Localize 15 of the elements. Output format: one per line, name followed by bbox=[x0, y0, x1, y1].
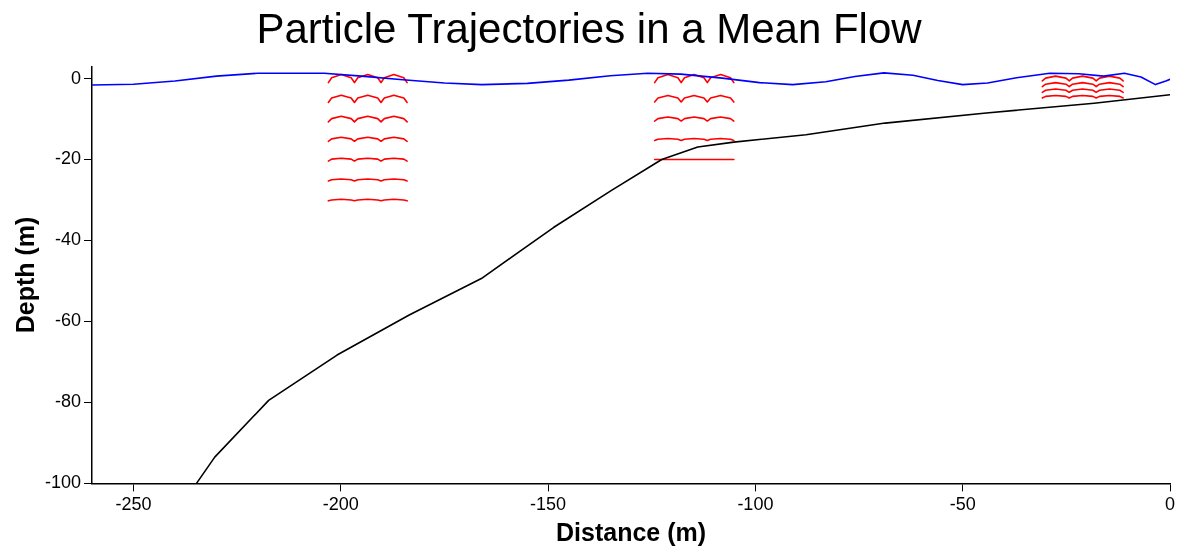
y-tick-label: -60 bbox=[55, 310, 82, 331]
y-tick-label: -40 bbox=[55, 229, 82, 250]
chart-title: Particle Trajectories in a Mean Flow bbox=[256, 4, 923, 52]
x-tick-label: -50 bbox=[949, 494, 976, 515]
x-tick-label: -150 bbox=[530, 494, 567, 515]
x-tick-label: 0 bbox=[1164, 494, 1176, 515]
x-tick-label: -250 bbox=[115, 494, 152, 515]
y-tick-label: 0 bbox=[71, 67, 82, 88]
y-tick-label: -100 bbox=[45, 472, 82, 493]
x-axis-title: Distance (m) bbox=[555, 517, 707, 546]
x-tick-label: -200 bbox=[322, 494, 359, 515]
x-tick-label: -100 bbox=[737, 494, 774, 515]
y-axis-title: Depth (m) bbox=[10, 216, 39, 334]
y-tick-label: -20 bbox=[55, 148, 82, 169]
y-tick-label: -80 bbox=[55, 391, 82, 412]
